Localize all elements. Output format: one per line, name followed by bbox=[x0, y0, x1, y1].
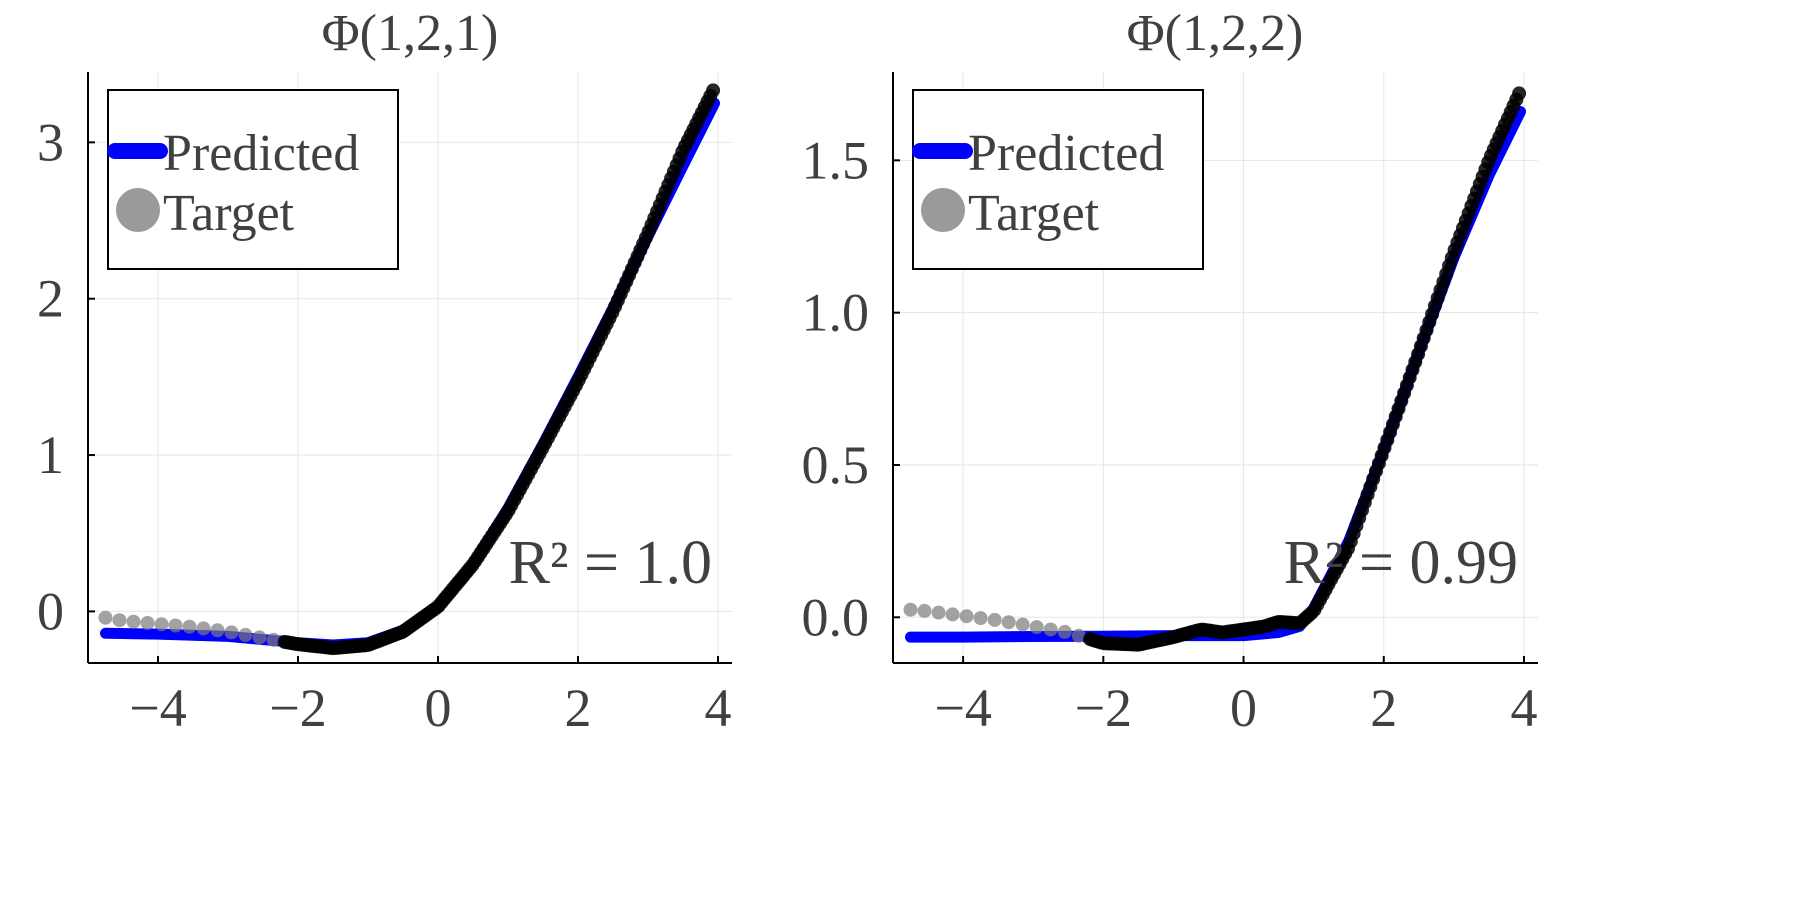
legend-box bbox=[107, 89, 399, 270]
target-data-point bbox=[252, 630, 267, 645]
x-tick-label: 2 bbox=[1370, 678, 1397, 738]
x-tick-label: 2 bbox=[565, 678, 592, 738]
legend-predicted-label: Predicted bbox=[163, 125, 359, 182]
y-tick-label: 3 bbox=[37, 112, 64, 172]
target-data-point bbox=[98, 610, 113, 625]
target-data-point bbox=[112, 613, 127, 628]
x-tick-label: −2 bbox=[1075, 678, 1132, 738]
target-data-point bbox=[196, 621, 211, 636]
target-data-point bbox=[1029, 620, 1044, 635]
r-squared-annotation: R² = 0.99 bbox=[1284, 529, 1518, 597]
x-tick-label: 0 bbox=[1230, 678, 1257, 738]
target-data-point bbox=[917, 603, 932, 618]
target-data-point bbox=[168, 618, 183, 633]
target-data-point bbox=[266, 632, 281, 647]
target-data-point bbox=[1057, 624, 1072, 639]
target-data-point bbox=[945, 607, 960, 622]
target-data-point bbox=[706, 83, 721, 98]
target-data-point bbox=[182, 619, 197, 634]
target-data-point bbox=[987, 612, 1002, 627]
legend-box bbox=[912, 89, 1204, 270]
target-data-point bbox=[140, 616, 155, 630]
legend-target-swatch bbox=[116, 188, 160, 232]
x-tick-label: 0 bbox=[425, 678, 452, 738]
chart-title: Φ(1,2,1) bbox=[322, 5, 499, 62]
x-tick-label: 4 bbox=[705, 678, 732, 738]
target-data-point bbox=[210, 623, 225, 638]
y-tick-label: 0.5 bbox=[802, 435, 870, 495]
target-data-point bbox=[1071, 628, 1086, 643]
legend-predicted-label: Predicted bbox=[968, 125, 1164, 182]
target-data-point bbox=[903, 602, 918, 617]
chart-panel-phi-1-2-1: −4 −2 0 2 4 0 1 2 3 Φ(1,2,1) R² = 1.0 PredictedTarg… bbox=[37, 5, 732, 738]
target-data-point bbox=[154, 617, 169, 632]
target-data-point bbox=[126, 614, 141, 629]
x-tick-label: −4 bbox=[934, 678, 991, 738]
x-tick-label: 4 bbox=[1510, 678, 1537, 738]
target-data-point bbox=[1043, 622, 1058, 637]
legend-target-label: Target bbox=[163, 185, 295, 242]
target-data-point bbox=[931, 605, 946, 620]
x-tick-label: −2 bbox=[269, 678, 326, 738]
y-tick-label: 2 bbox=[37, 269, 64, 329]
y-tick-label: 1.5 bbox=[802, 130, 870, 190]
target-data-point bbox=[1015, 617, 1030, 632]
r-squared-annotation: R² = 1.0 bbox=[509, 529, 712, 597]
target-data-point bbox=[238, 627, 253, 642]
target-data-point bbox=[959, 609, 974, 624]
legend-target-label: Target bbox=[968, 185, 1100, 242]
x-tick-label: −4 bbox=[129, 678, 186, 738]
chart-title: Φ(1,2,2) bbox=[1127, 5, 1304, 62]
y-tick-label: 1 bbox=[37, 425, 64, 485]
target-data-point bbox=[973, 611, 988, 626]
chart-panel-phi-1-2-2: −4 −2 0 2 4 0.0 0.5 1.0 1.5 Φ(1,2,2) R² = 0.99 Pred… bbox=[802, 5, 1538, 738]
y-tick-label: 1.0 bbox=[802, 283, 870, 343]
legend-target-swatch bbox=[921, 188, 965, 232]
y-tick-label: 0 bbox=[37, 581, 64, 641]
target-data-point bbox=[224, 625, 239, 640]
target-data-point bbox=[1001, 615, 1016, 630]
y-tick-label: 0.0 bbox=[802, 587, 870, 647]
target-data-point bbox=[1512, 86, 1527, 101]
